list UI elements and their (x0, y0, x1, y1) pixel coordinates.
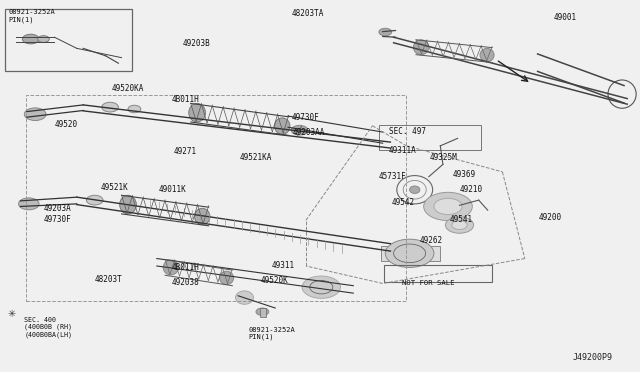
Text: 49520K: 49520K (261, 276, 289, 285)
Text: 45731F: 45731F (379, 172, 406, 181)
Text: 49521KA: 49521KA (240, 153, 273, 162)
Ellipse shape (24, 108, 46, 121)
Text: 49325M: 49325M (430, 153, 458, 162)
Ellipse shape (379, 28, 392, 36)
Text: 49203A: 49203A (44, 204, 71, 213)
Ellipse shape (220, 271, 234, 285)
Ellipse shape (480, 48, 494, 62)
Text: 48203T: 48203T (95, 275, 122, 283)
Bar (381, 246, 440, 261)
Bar (26, 95, 406, 301)
Ellipse shape (445, 217, 474, 233)
Ellipse shape (189, 103, 205, 122)
Text: 49520: 49520 (54, 120, 77, 129)
Text: ✳: ✳ (8, 309, 16, 319)
Ellipse shape (128, 105, 141, 113)
Text: 49521K: 49521K (101, 183, 129, 192)
Ellipse shape (163, 260, 179, 275)
Text: 492038: 492038 (172, 278, 199, 287)
Ellipse shape (413, 40, 429, 55)
Text: 49271: 49271 (174, 147, 197, 156)
Text: 08921-3252A
PIN(1): 08921-3252A PIN(1) (8, 9, 55, 23)
Text: 48203TA: 48203TA (291, 9, 324, 18)
Ellipse shape (410, 186, 420, 193)
Text: SEC. 400
(400B0B (RH)
(400B0BA(LH): SEC. 400 (400B0B (RH) (400B0BA(LH) (24, 317, 72, 338)
Text: 49520KA: 49520KA (112, 84, 145, 93)
Text: 49001: 49001 (554, 13, 577, 22)
Ellipse shape (256, 308, 269, 315)
Ellipse shape (275, 118, 290, 134)
Bar (384, 265, 492, 282)
Text: 49011K: 49011K (159, 185, 186, 194)
Text: 49311: 49311 (272, 261, 295, 270)
Text: 4B011H: 4B011H (172, 95, 199, 104)
Bar (379, 125, 481, 150)
Text: 49262: 49262 (419, 236, 442, 245)
Text: 49203AA: 49203AA (293, 128, 326, 137)
Text: 49203B: 49203B (182, 39, 210, 48)
Text: 49541: 49541 (449, 215, 472, 224)
Text: 49730F: 49730F (291, 113, 319, 122)
Text: NOT FOR SALE: NOT FOR SALE (402, 280, 454, 286)
Ellipse shape (302, 276, 340, 298)
Text: 49730F: 49730F (44, 215, 71, 224)
Text: 4B011H: 4B011H (172, 263, 199, 272)
Text: 49210: 49210 (460, 185, 483, 194)
Text: 08921-3252A
PIN(1): 08921-3252A PIN(1) (248, 327, 295, 340)
Ellipse shape (452, 221, 467, 230)
Ellipse shape (385, 239, 434, 267)
Text: 49369: 49369 (453, 170, 476, 179)
Ellipse shape (86, 195, 103, 205)
Ellipse shape (120, 195, 136, 214)
Text: SEC. 497: SEC. 497 (389, 127, 426, 136)
Ellipse shape (22, 34, 39, 44)
Ellipse shape (195, 208, 210, 225)
Ellipse shape (236, 291, 253, 304)
Ellipse shape (424, 192, 472, 221)
Ellipse shape (291, 125, 308, 135)
Bar (260, 308, 266, 317)
Bar (5, 9, 132, 71)
Text: J49200P9: J49200P9 (573, 353, 613, 362)
Ellipse shape (102, 102, 118, 112)
Ellipse shape (19, 198, 39, 210)
Text: 49542: 49542 (392, 198, 415, 207)
Text: 49200: 49200 (539, 213, 562, 222)
Ellipse shape (38, 36, 49, 42)
Ellipse shape (434, 198, 462, 215)
Text: 49311A: 49311A (389, 146, 417, 155)
